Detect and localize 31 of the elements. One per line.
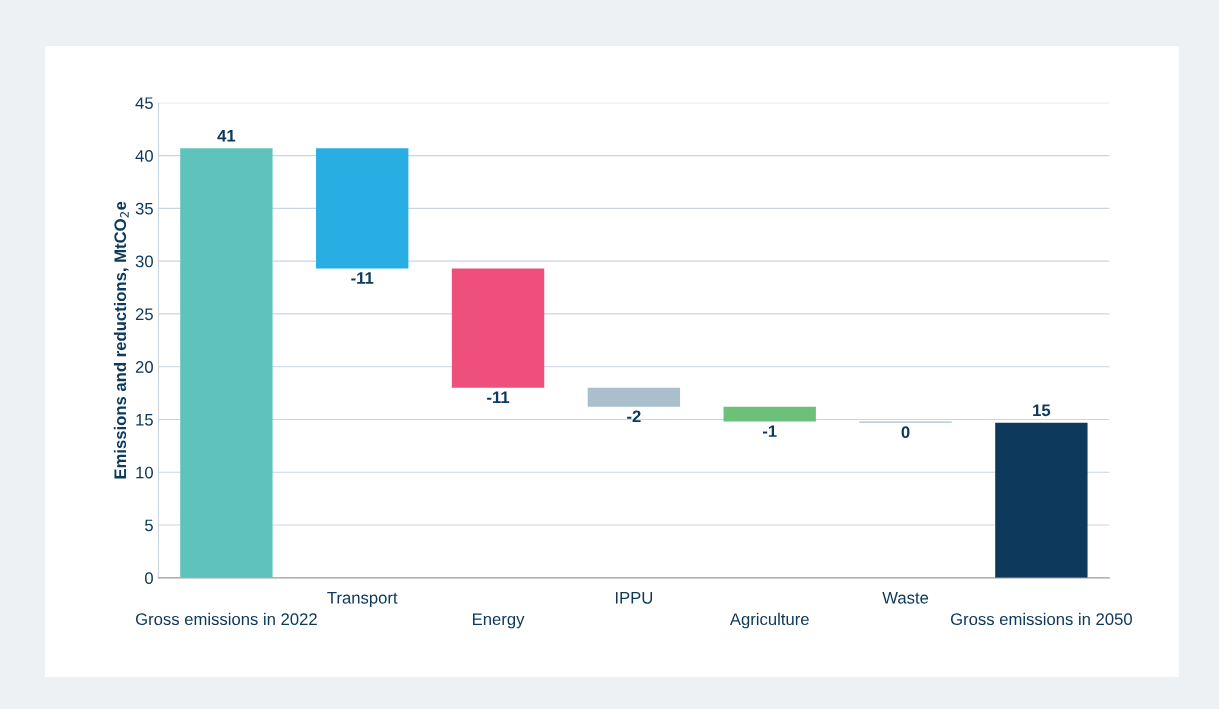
y-tick-label: 25	[135, 308, 153, 321]
y-tick-label: 0	[144, 572, 153, 585]
data-label: 41	[217, 130, 236, 142]
x-tick-label: Gross emissions in 2022	[135, 612, 317, 626]
y-tick-label: 35	[135, 202, 153, 215]
data-label: -11	[487, 391, 510, 404]
data-label: -11	[351, 272, 374, 284]
y-tick-label: 30	[135, 255, 153, 268]
bar	[451, 268, 545, 388]
x-tick-label: Energy	[473, 613, 525, 629]
y-tick-label: 45	[135, 97, 153, 110]
y-tick-label: 15	[136, 414, 153, 426]
data-label: -2	[627, 410, 641, 423]
y-tick-label: 5	[145, 519, 153, 532]
data-label: 0	[901, 426, 910, 439]
x-tick-label: Gross emissions in 2050	[950, 612, 1132, 626]
bar	[316, 148, 409, 269]
bar	[723, 406, 816, 422]
bar	[995, 422, 1088, 578]
y-tick-label: 10	[136, 466, 153, 479]
x-tick-label: Waste	[882, 592, 929, 604]
data-label: -1	[762, 425, 777, 437]
bar	[587, 387, 681, 407]
x-tick-label: Transport	[327, 592, 398, 607]
y-tick-label: 40	[135, 149, 153, 162]
y-tick-label: 20	[135, 361, 153, 373]
bar	[180, 148, 273, 578]
y-axis-title: Emissions and reductions, MtCO$_{2}$e	[113, 201, 129, 479]
x-tick-label: IPPU	[615, 592, 653, 604]
x-tick-label: Agriculture	[729, 612, 809, 629]
data-label: 15	[1033, 404, 1051, 417]
